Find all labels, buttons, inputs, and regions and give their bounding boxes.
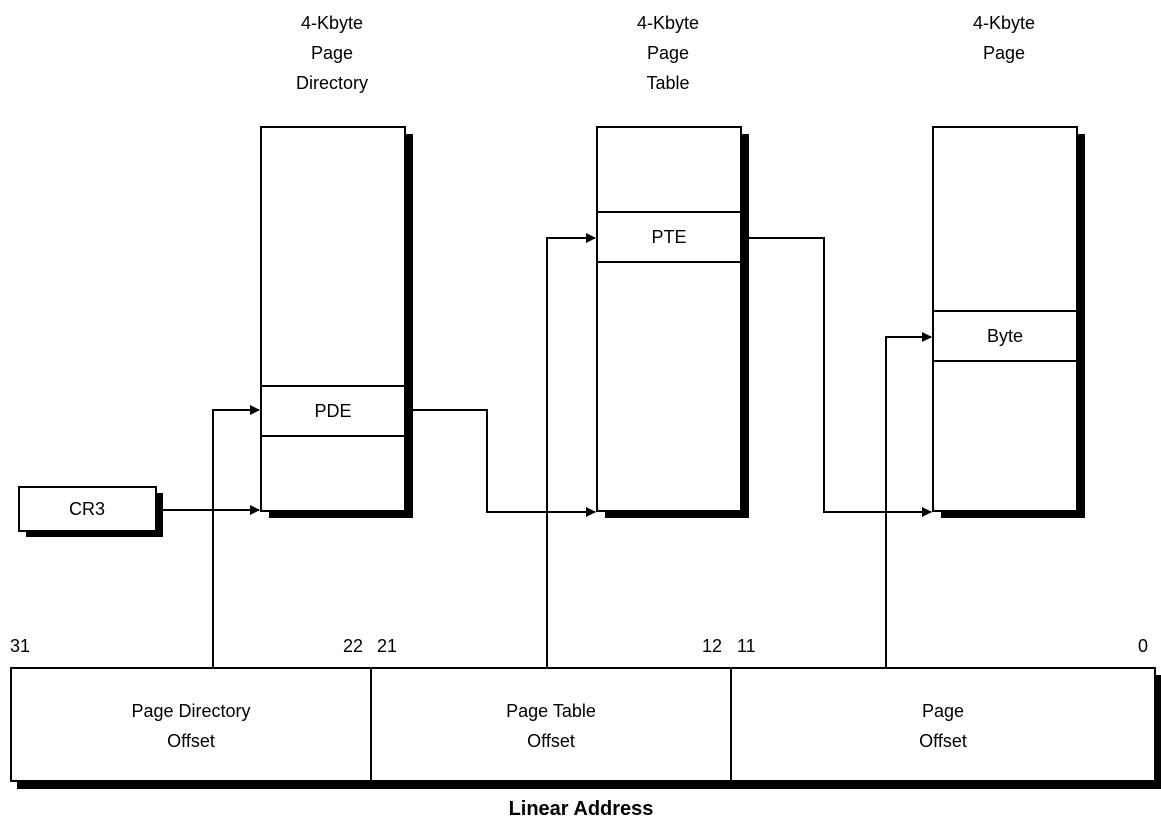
table-field-line2: Offset <box>527 731 575 751</box>
page-table: 4-Kbyte Page Table PTE <box>596 13 749 518</box>
linear-address: Page Directory Offset Page Table Offset … <box>10 667 1161 820</box>
page-directory: 4-Kbyte Page Directory PDE <box>260 13 413 518</box>
directory-field-line2: Offset <box>167 731 215 751</box>
bit-label-22: 22 <box>343 636 363 656</box>
bit-label-12: 12 <box>702 636 722 656</box>
table-field-line1: Page Table <box>506 701 596 721</box>
pte-to-page-arrow <box>741 237 932 517</box>
page-title-line1: 4-Kbyte <box>973 13 1035 33</box>
page-table-title-line1: 4-Kbyte <box>637 13 699 33</box>
directory-field-line1: Page Directory <box>131 701 250 721</box>
page: 4-Kbyte Page Byte <box>932 13 1085 518</box>
connectors <box>156 233 932 668</box>
table-offset-arrow <box>546 233 596 668</box>
pde-to-page-table-arrow <box>405 409 596 517</box>
cr3-label: CR3 <box>69 499 105 519</box>
cr3-register: CR3 <box>18 486 163 537</box>
byte-label: Byte <box>987 326 1023 346</box>
bit-label-31: 31 <box>10 636 30 656</box>
page-directory-box <box>260 126 406 512</box>
linear-address-caption: Linear Address <box>509 798 654 820</box>
bit-labels: 31 22 21 12 11 0 <box>10 636 1148 656</box>
page-table-title-line3: Table <box>646 73 689 93</box>
bit-label-21: 21 <box>377 636 397 656</box>
page-field-line2: Offset <box>919 731 967 751</box>
pte-label: PTE <box>651 227 686 247</box>
pde-label: PDE <box>314 401 351 421</box>
page-directory-title-line2: Page <box>311 43 353 63</box>
linear-address-box <box>10 667 1156 782</box>
directory-offset-arrow <box>212 405 260 668</box>
page-table-box <box>596 126 742 512</box>
page-field-line1: Page <box>922 701 964 721</box>
cr3-box <box>18 486 157 532</box>
pde-entry <box>260 385 406 437</box>
bit-label-0: 0 <box>1138 636 1148 656</box>
page-directory-title-line1: 4-Kbyte <box>301 13 363 33</box>
page-offset-arrow <box>885 332 932 668</box>
page-directory-title-line3: Directory <box>296 73 368 93</box>
bit-label-11: 11 <box>737 636 756 656</box>
byte-entry <box>932 310 1078 362</box>
page-table-title-line2: Page <box>647 43 689 63</box>
page-title-line2: Page <box>983 43 1025 63</box>
